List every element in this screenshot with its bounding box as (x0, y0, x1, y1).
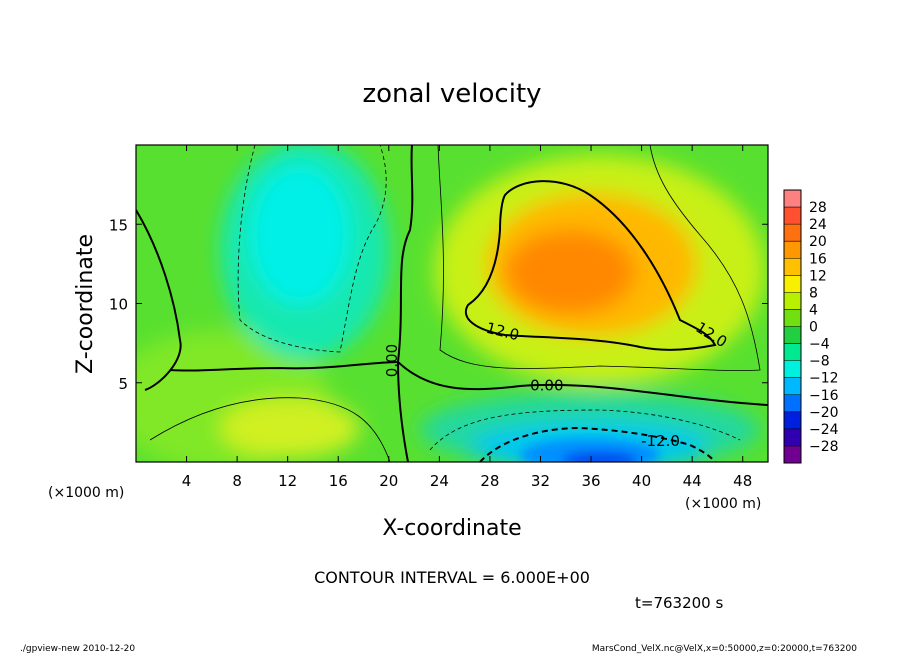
y-tick-label: 5 (118, 375, 128, 393)
x-tick-label: 20 (379, 472, 398, 490)
colorbar-swatch (784, 326, 801, 345)
y-axis-ticks: 5 10 15 (109, 216, 768, 393)
footer-right: MarsCond_VelX.nc@VelX,x=0:50000,z=0:2000… (592, 644, 857, 654)
colorbar-tick-label: −28 (809, 439, 839, 455)
colorbar-tick-label: −16 (809, 388, 839, 404)
chart-title: zonal velocity (362, 79, 541, 109)
contour-interval-text: CONTOUR INTERVAL = 6.000E+00 (314, 568, 590, 587)
x-tick-label: 36 (581, 472, 600, 490)
y-axis-unit-label: (×1000 m) (48, 485, 124, 501)
colorbar-tick-label: −20 (809, 405, 839, 421)
colorbar-swatch (784, 377, 801, 396)
velocity-field: 12.0 12.00.000.00-12.0 (136, 145, 768, 462)
field-region-negative-core (250, 165, 350, 305)
x-tick-label: 40 (632, 472, 651, 490)
colorbar-swatch (784, 445, 801, 464)
contour-label: 0.00 (530, 376, 563, 394)
contour-zero-lower (397, 361, 768, 406)
contour-minus-twelve (479, 426, 716, 462)
x-tick-label: 24 (430, 472, 449, 490)
contour-zero-vertical (397, 361, 409, 462)
colorbar-swatch (784, 428, 801, 447)
colorbar-tick-label: 28 (809, 200, 827, 216)
colorbar-swatch (784, 190, 801, 208)
colorbar-swatch (784, 292, 801, 310)
colorbar-tick-label: 16 (809, 251, 827, 267)
colorbar-tick-label: 12 (809, 268, 827, 284)
colorbar-swatch (784, 258, 801, 276)
colorbar-swatch (784, 411, 801, 430)
colorbar-tick-label: −12 (809, 371, 839, 387)
x-axis-label: X-coordinate (382, 516, 521, 541)
x-tick-label: 16 (329, 472, 348, 490)
x-axis-unit-label: (×1000 m) (685, 496, 761, 512)
y-tick-label: 10 (109, 296, 128, 314)
colorbar-swatch (784, 360, 801, 379)
x-tick-label: 28 (480, 472, 499, 490)
x-tick-label: 48 (733, 472, 752, 490)
y-tick-label: 15 (109, 216, 128, 234)
colorbar-swatch (784, 343, 801, 362)
footer-left: ./gpview-new 2010-12-20 (20, 644, 135, 654)
colorbar-swatch (784, 241, 801, 259)
colorbar-tick-label: −24 (809, 422, 839, 438)
colorbar-tick-label: 8 (809, 285, 818, 301)
field-region-positive-low (220, 398, 360, 458)
x-tick-label: 4 (182, 472, 192, 490)
contour-twelve-positive (464, 180, 717, 351)
colorbar-swatch (784, 394, 801, 413)
x-tick-label: 32 (531, 472, 550, 490)
contour-minus-six-lower (429, 409, 741, 451)
colorbar-tick-label: 0 (809, 320, 818, 336)
field-region-positive-core (505, 230, 635, 314)
colorbar-swatch (784, 224, 801, 242)
colorbar-tick-label: 24 (809, 217, 827, 233)
time-text: t=763200 s (635, 594, 723, 612)
contour-label: 0.00 (383, 344, 401, 377)
contour-label: -12.0 (641, 432, 680, 450)
x-tick-label: 44 (683, 472, 702, 490)
colorbar-swatch (784, 275, 801, 293)
contour-six-positive-low (149, 397, 391, 462)
colorbar-tick-label: −8 (809, 354, 830, 370)
x-axis-ticks: 4 8 12 16 20 24 28 32 36 40 44 48 (182, 145, 752, 490)
y-axis-label: Z-coordinate (73, 234, 98, 374)
colorbar-swatch (784, 207, 801, 225)
contour-minus-six-upper (237, 145, 387, 353)
x-tick-label: 12 (278, 472, 297, 490)
colorbar-tick-label: −4 (809, 337, 830, 353)
colorbar-tick-label: 20 (809, 234, 827, 250)
colorbar-swatch (784, 309, 801, 327)
field-region-negative-max (562, 451, 638, 462)
x-tick-label: 8 (232, 472, 242, 490)
contour-six-positive (437, 145, 761, 371)
colorbar-tick-label: 4 (809, 302, 818, 318)
